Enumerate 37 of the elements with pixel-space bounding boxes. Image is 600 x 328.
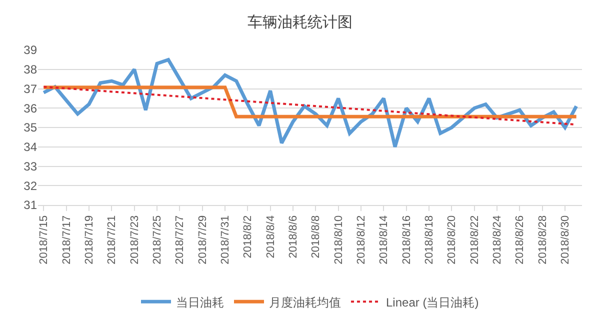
x-tick-label: 2018/8/24 [492, 215, 504, 264]
x-tick-label: 2018/7/25 [152, 215, 164, 264]
x-tick-label: 2018/8/4 [264, 215, 277, 258]
x-tick-label: 2018/7/21 [106, 215, 118, 264]
x-tick-label: 2018/7/15 [38, 215, 50, 264]
x-tick-label: 2018/8/30 [560, 215, 572, 264]
x-tick-label: 2018/8/10 [332, 215, 345, 264]
x-tick-label: 2018/7/23 [128, 215, 141, 264]
x-tick-label: 2018/8/6 [288, 215, 300, 258]
x-tick-label: 2018/8/14 [378, 215, 390, 264]
x-tick-label: 2018/8/28 [536, 215, 549, 264]
x-tick-label: 2018/7/27 [174, 215, 186, 264]
x-tick-label: 2018/8/8 [310, 215, 322, 258]
y-tick-label: 35 [24, 120, 38, 135]
y-tick-label: 33 [24, 159, 38, 174]
y-tick-label: 36 [24, 101, 38, 116]
x-tick-label: 2018/7/29 [196, 215, 209, 264]
x-tick-label: 2018/8/20 [446, 215, 458, 264]
y-tick-label: 34 [24, 140, 38, 154]
x-tick-label: 2018/8/12 [356, 215, 368, 264]
x-tick-label: 2018/8/18 [424, 215, 436, 264]
legend-label: Linear (当日油耗) [386, 295, 479, 310]
y-tick-label: 38 [24, 62, 38, 77]
y-tick-label: 32 [24, 178, 38, 193]
x-tick-label: 2018/8/2 [242, 215, 254, 258]
x-tick-label: 2018/7/31 [220, 215, 232, 264]
legend-label: 月度油耗均值 [269, 295, 341, 310]
chart-title: 车辆油耗统计图 [248, 14, 352, 31]
x-tick-label: 2018/8/16 [400, 215, 413, 264]
x-tick-label: 2018/7/17 [60, 215, 73, 264]
y-tick-label: 37 [24, 82, 38, 96]
legend-label: 当日油耗 [176, 295, 224, 310]
y-tick-label: 31 [24, 198, 38, 212]
x-tick-label: 2018/8/22 [468, 215, 481, 264]
x-tick-label: 2018/8/26 [514, 215, 526, 264]
x-tick-label: 2018/7/19 [84, 215, 96, 264]
y-tick-label: 39 [24, 43, 38, 58]
